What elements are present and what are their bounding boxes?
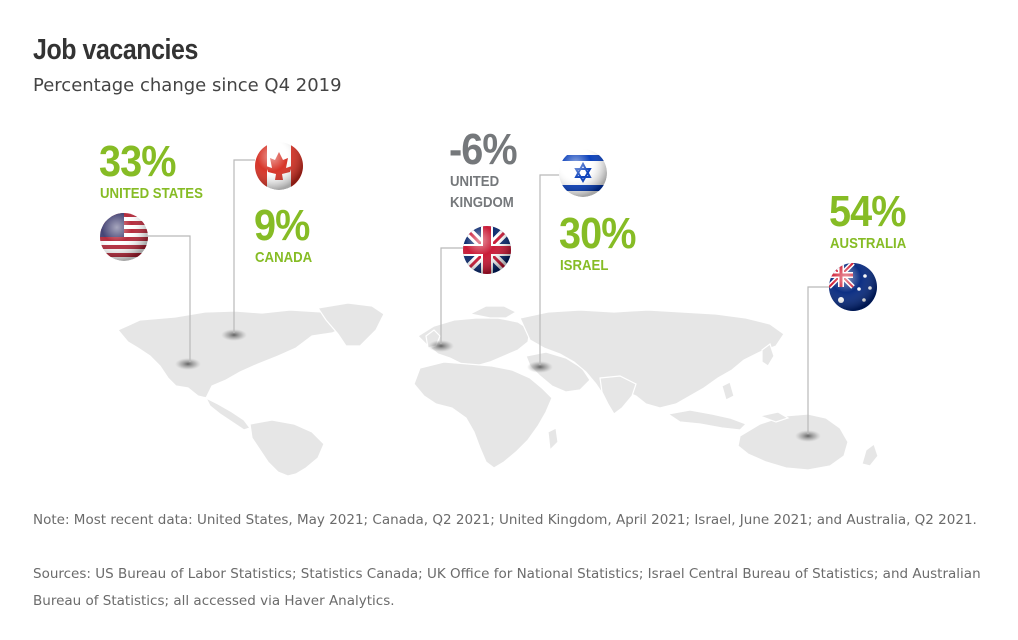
uk-pin-marker [428,340,454,352]
us-label: UNITED STATES [100,185,203,202]
canada-value: 9% [254,201,310,250]
canada-flag-icon [255,142,303,190]
papua-landmass [757,411,790,423]
uk-flag-icon [463,226,511,274]
us-value: 33% [99,137,176,186]
australia-value: 54% [829,187,906,236]
page-title: Job vacancies [33,34,198,66]
us-leader-line [148,235,191,362]
sources-note: Sources: US Bureau of Labor Statistics; … [33,566,981,609]
us-flag-icon [100,213,148,261]
leader-lines [148,159,829,434]
page-subtitle: Percentage change since Q4 2019 [33,75,342,96]
israel-value: 30% [559,209,636,258]
israel-label: ISRAEL [560,257,609,274]
us-pin-marker [175,358,201,370]
asia-landmass [519,309,785,409]
uk-label-line2: KINGDOM [450,194,514,211]
footnote: Note: Most recent data: United States, M… [33,512,977,528]
madagascar-landmass [547,427,559,452]
australia-pin-marker [795,430,821,442]
canada-pin-marker [221,329,247,341]
central-america-landmass [204,396,251,431]
australia-flag-icon [829,263,877,311]
israel-leader-line [539,174,560,365]
canada-label: CANADA [255,249,313,266]
south-america-landmass [249,419,325,477]
canada-leader-line [233,159,255,333]
australia-landmass [737,413,849,471]
europe-landmass [417,317,531,367]
japan-landmass [761,343,775,367]
uk-value: -6% [449,125,518,174]
indonesia-landmass [666,409,748,431]
india-landmass [599,375,637,415]
uk-leader-line [440,247,463,344]
philippines-landmass [721,381,735,401]
israel-flag-icon [559,149,607,197]
australia-label: AUSTRALIA [830,235,907,252]
uk-label-line1: UNITED [450,173,500,190]
greenland-landmass [316,302,385,347]
africa-landmass [413,361,553,469]
pin-markers [175,329,821,442]
new-zealand-landmass [861,443,879,467]
scandinavia-landmass [468,305,518,319]
continents [117,302,879,477]
north-america-landmass [117,309,347,399]
australia-leader-line [807,286,829,434]
israel-pin-marker [527,361,553,373]
